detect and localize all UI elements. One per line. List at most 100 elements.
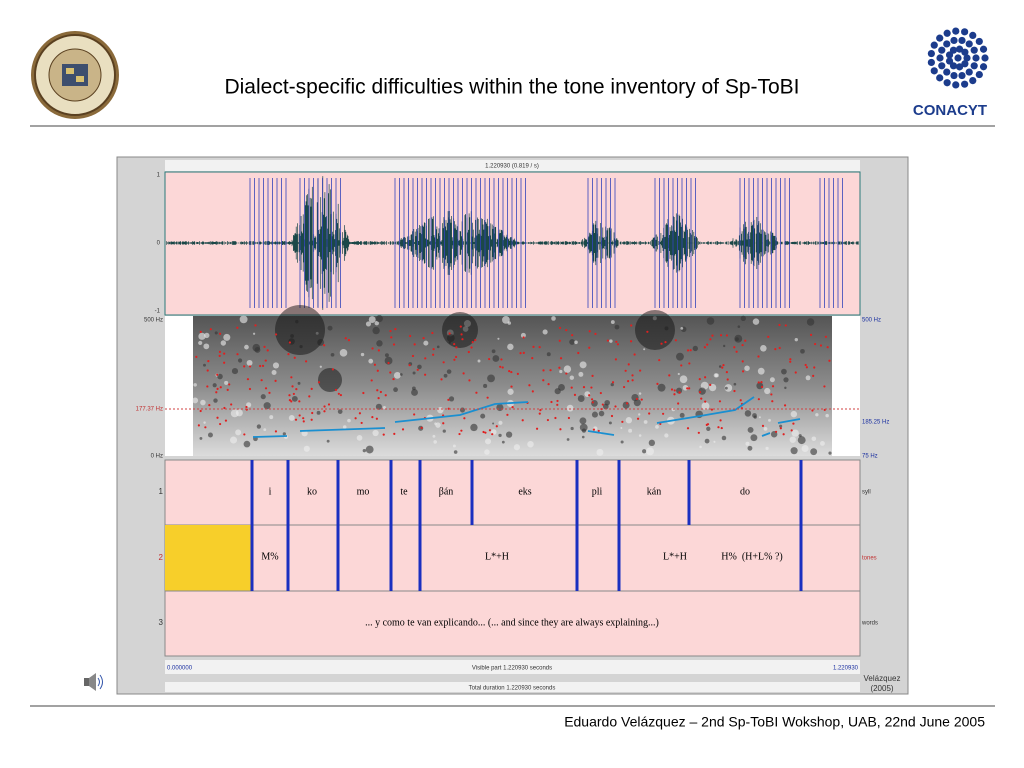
formant-dot xyxy=(311,411,314,415)
spec-speckle xyxy=(825,413,829,418)
formant-dot xyxy=(571,334,574,337)
spec-speckle xyxy=(217,373,223,380)
spec-speckle xyxy=(664,433,669,438)
spec-speckle xyxy=(243,440,251,448)
spec-speckle xyxy=(496,403,504,412)
spec-speckle xyxy=(198,332,206,340)
spec-speckle xyxy=(507,343,514,351)
formant-dot xyxy=(327,403,331,406)
formant-dot xyxy=(431,331,434,335)
tier-3 xyxy=(164,590,861,657)
spec-speckle xyxy=(507,321,512,325)
spec-speckle xyxy=(735,337,739,341)
spec-speckle xyxy=(752,413,757,418)
formant-dot xyxy=(558,339,561,342)
tone-label: H% (H+L% ?) xyxy=(721,551,782,562)
spec-speckle xyxy=(433,440,437,444)
formant-dot xyxy=(337,392,340,395)
wave-tick: 0 xyxy=(157,241,161,247)
formant-dot xyxy=(718,400,722,403)
spec-speckle xyxy=(620,440,624,444)
spec-speckle xyxy=(579,417,587,425)
formant-dot xyxy=(656,382,659,385)
formant-dot xyxy=(208,404,211,407)
spec-speckle xyxy=(520,332,526,338)
spec-speckle xyxy=(765,446,769,451)
spec-speckle xyxy=(230,436,238,444)
formant-dot xyxy=(371,416,374,419)
spec-speckle xyxy=(269,415,274,420)
logo-dot xyxy=(975,37,983,46)
speaker-icon[interactable] xyxy=(84,673,103,691)
spec-speckle xyxy=(752,318,760,325)
formant-dot xyxy=(323,405,326,408)
spec-speckle xyxy=(235,429,242,436)
formant-dot xyxy=(528,384,531,387)
formant-dot xyxy=(673,389,676,392)
formant-dot xyxy=(662,412,665,415)
formant-dot xyxy=(735,350,738,353)
spec-speckle xyxy=(638,434,642,437)
formant-dot xyxy=(409,334,412,338)
formant-dot xyxy=(591,401,594,404)
formant-dot xyxy=(522,351,525,354)
formant-dot xyxy=(621,420,624,423)
spec-speckle xyxy=(484,438,492,445)
spec-speckle xyxy=(760,345,767,352)
formant-dot xyxy=(334,388,338,391)
formant-dot xyxy=(542,379,545,382)
formant-dot xyxy=(770,393,773,396)
formant-dot xyxy=(392,343,396,346)
formant-dot xyxy=(259,364,262,368)
formant-dot xyxy=(453,358,456,361)
logo-dot xyxy=(969,77,977,85)
formant-dot xyxy=(467,350,470,354)
formant-dot xyxy=(794,371,797,374)
formant-dot xyxy=(392,377,395,381)
formant-dot xyxy=(630,324,633,327)
formant-dot xyxy=(377,349,380,352)
formant-dot xyxy=(813,366,816,369)
spec-speckle xyxy=(569,375,575,380)
formant-dot xyxy=(432,353,435,356)
conacyt-logo xyxy=(927,27,989,89)
formant-dot xyxy=(204,426,207,429)
spec-speckle xyxy=(198,340,203,346)
spec-dark xyxy=(635,310,675,350)
formant-dot xyxy=(236,326,239,329)
spec-speckle xyxy=(714,373,719,378)
spec-speckle xyxy=(810,448,818,456)
formant-dot xyxy=(588,346,591,349)
formant-dot xyxy=(592,428,596,431)
formant-dot xyxy=(522,336,525,339)
formant-dot xyxy=(570,386,573,389)
formant-dot xyxy=(616,343,620,346)
formant-dot xyxy=(440,378,443,381)
formant-dot xyxy=(658,358,661,362)
formant-dot xyxy=(744,339,747,342)
formant-dot xyxy=(674,339,677,342)
formant-dot xyxy=(376,369,379,372)
selected-interval xyxy=(165,525,251,591)
formant-dot xyxy=(482,430,485,434)
spec-speckle xyxy=(757,367,765,375)
logo-dot xyxy=(927,49,935,58)
logo-dot xyxy=(930,67,938,75)
formant-dot xyxy=(823,385,826,388)
formant-dot xyxy=(393,432,396,435)
formant-dot xyxy=(812,374,815,377)
formant-dot xyxy=(293,356,296,359)
spec-speckle xyxy=(620,427,623,430)
spec-speckle xyxy=(790,410,798,418)
formant-dot xyxy=(216,387,219,390)
formant-dot xyxy=(453,342,456,346)
formant-dot xyxy=(219,422,222,426)
logo-dot xyxy=(949,46,958,54)
formant-dot xyxy=(760,380,763,384)
spec-speckle xyxy=(706,426,711,431)
formant-dot xyxy=(558,326,562,330)
spec-speckle xyxy=(566,438,570,441)
spec-dark xyxy=(275,305,325,355)
formant-dot xyxy=(757,398,760,401)
formant-dot xyxy=(709,338,712,341)
